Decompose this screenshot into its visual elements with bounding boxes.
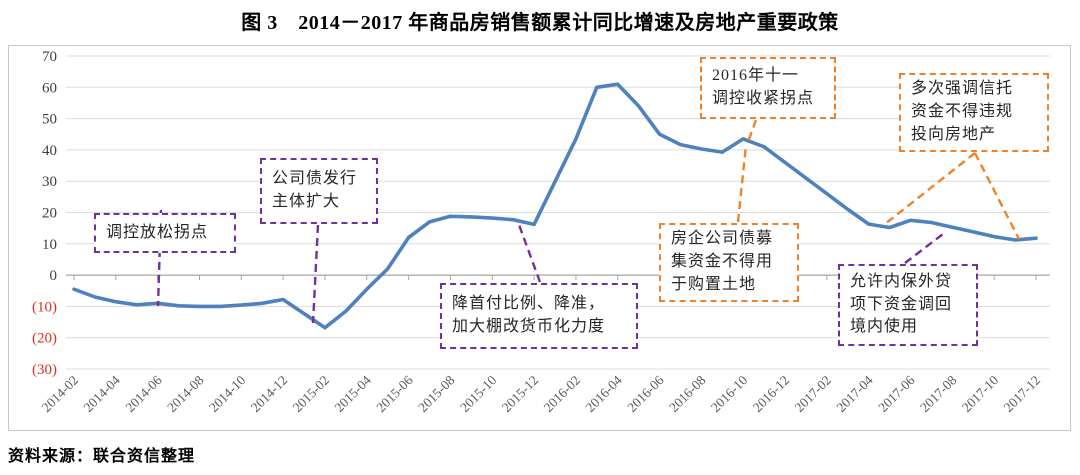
annotation-text: 允许内保外贷 bbox=[850, 272, 953, 290]
y-tick-label: 70 bbox=[42, 49, 57, 65]
annotation-downpayment-cut-shantytown-monetization: 降首付比例、降准， 加大棚改货币化力度 bbox=[440, 283, 638, 349]
y-tick-label: 0 bbox=[50, 268, 58, 284]
x-tick-label: 2017-08 bbox=[917, 372, 960, 415]
y-tick-label: 50 bbox=[42, 112, 57, 128]
x-tick-label: 2015-10 bbox=[457, 372, 500, 415]
x-tick-label: 2016-02 bbox=[541, 373, 583, 415]
annotation-text: 于购置土地 bbox=[671, 275, 757, 293]
annotation-text: 境内使用 bbox=[850, 318, 919, 336]
x-axis-labels: 2014-02 2014-04 2014-06 2014-08 2014-10 2014-… bbox=[39, 372, 1043, 415]
x-tick-label: 2015-12 bbox=[499, 373, 541, 415]
annotation-easing-turning-point: 调控放松拐点 bbox=[94, 213, 236, 253]
x-tick-label: 2014-08 bbox=[164, 372, 207, 415]
annotation-text: 2016年十一 bbox=[712, 67, 800, 85]
y-tick-label: 30 bbox=[42, 174, 57, 190]
y-tick-label: 60 bbox=[42, 80, 57, 96]
x-tick-label: 2016-08 bbox=[666, 372, 709, 415]
y-tick-label: (20) bbox=[32, 331, 57, 347]
annotation-text: 加大棚改货币化力度 bbox=[452, 318, 606, 335]
annotation-neibao-waidai-funds-repatriation: 允许内保外贷 项下资金调回 境内使用 bbox=[838, 264, 978, 346]
x-tick-label: 2014-10 bbox=[206, 372, 249, 415]
annotation-developer-bond-proceeds-land-purchase-ban: 房企公司债募 集资金不得用 于购置土地 bbox=[659, 223, 799, 302]
x-tick-label: 2016-04 bbox=[582, 372, 625, 415]
x-tick-label: 2016-12 bbox=[750, 373, 792, 415]
annotation-text: 房企公司债募 bbox=[671, 230, 774, 248]
x-tick-label: 2015-06 bbox=[373, 372, 416, 415]
annotation-2016-october-tightening-turning-point: 2016年十一 调控收紧拐点 bbox=[700, 57, 836, 119]
annotation-text: 资金不得违规 bbox=[911, 103, 1014, 121]
annotation-text: 多次强调信托 bbox=[911, 80, 1014, 98]
x-tick-label: 2017-02 bbox=[792, 373, 834, 415]
y-tick-label: 40 bbox=[42, 143, 57, 159]
x-tick-label: 2017-06 bbox=[875, 372, 918, 415]
source-note: 资料来源：联合资信整理 bbox=[8, 448, 196, 465]
annotation-text: 投向房地产 bbox=[911, 125, 997, 143]
x-tick-label: 2015-02 bbox=[290, 373, 332, 415]
annotation-text: 主体扩大 bbox=[272, 193, 341, 210]
annotation-leader-lines bbox=[156, 119, 1021, 324]
growth-rate-line bbox=[72, 82, 1038, 330]
x-tick-label: 2014-04 bbox=[81, 372, 124, 415]
x-tick-label: 2014-02 bbox=[39, 373, 81, 415]
annotation-text: 调控收紧拐点 bbox=[712, 90, 815, 107]
annotation-text: 降首付比例、降准， bbox=[452, 295, 606, 313]
page-title: 图 3 2014－2017 年商品房销售额累计同比增速及房地产重要政策 bbox=[241, 12, 839, 34]
x-tick-label: 2015-04 bbox=[331, 372, 374, 415]
x-tick-label: 2017-12 bbox=[1001, 373, 1043, 415]
annotation-corporate-bond-issuer-expansion: 公司债发行 主体扩大 bbox=[260, 158, 378, 224]
y-tick-label: (10) bbox=[32, 299, 57, 315]
x-tick-label: 2015-08 bbox=[415, 372, 458, 415]
x-tick-label: 2016-06 bbox=[624, 372, 667, 415]
y-tick-label: (30) bbox=[32, 362, 57, 378]
annotation-text: 集资金不得用 bbox=[671, 253, 774, 271]
annotation-text: 调控放松拐点 bbox=[106, 223, 209, 241]
y-tick-label: 10 bbox=[42, 237, 57, 253]
annotation-text: 公司债发行 bbox=[272, 170, 358, 188]
growth-line-chart: 70 60 50 40 30 20 10 0 (10) (20) (30) 2014-02 2014-0… bbox=[8, 45, 1071, 431]
x-tick-label: 2017-10 bbox=[959, 372, 1002, 415]
x-tick-label: 2014-12 bbox=[248, 373, 290, 415]
x-tick-label: 2014-06 bbox=[122, 372, 165, 415]
y-axis-labels: 70 60 50 40 30 20 10 0 (10) (20) (30) bbox=[32, 49, 57, 378]
x-tick-label: 2016-10 bbox=[708, 372, 751, 415]
annotation-trust-funds-violation-ban: 多次强调信托 资金不得违规 投向房地产 bbox=[899, 73, 1049, 152]
y-tick-label: 20 bbox=[42, 206, 57, 222]
x-tick-label: 2017-04 bbox=[833, 372, 876, 415]
annotation-text: 项下资金调回 bbox=[850, 295, 953, 313]
